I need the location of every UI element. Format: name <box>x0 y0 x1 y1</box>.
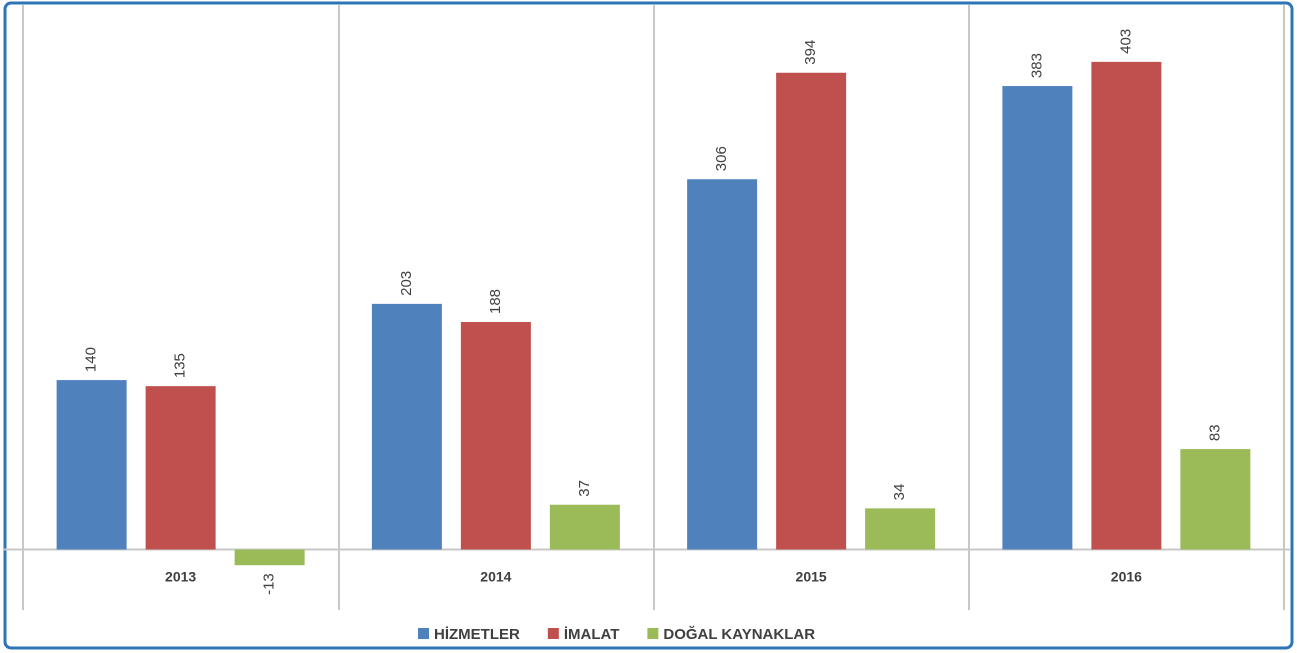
bar <box>145 386 216 550</box>
legend-label: HİZMETLER <box>434 626 520 643</box>
value-label: 383 <box>1028 53 1045 78</box>
bar <box>776 72 847 550</box>
x-tick-label: 2014 <box>480 569 511 585</box>
legend-swatch <box>547 628 559 639</box>
value-label: 83 <box>1206 424 1223 441</box>
value-label: 203 <box>398 271 415 296</box>
legend-swatch <box>647 628 659 639</box>
bar <box>371 303 442 550</box>
bar <box>1091 61 1162 550</box>
legend-label: İMALAT <box>564 626 620 643</box>
value-label: 37 <box>576 480 593 497</box>
legend-swatch <box>418 628 429 639</box>
x-tick-label: 2016 <box>1111 569 1142 585</box>
x-tick-label: 2015 <box>796 569 827 585</box>
value-label: 403 <box>1117 29 1134 54</box>
value-label: 140 <box>83 347 100 372</box>
bar <box>460 322 531 550</box>
bar <box>234 549 305 566</box>
x-tick-label: 2013 <box>165 569 196 585</box>
value-label: 34 <box>891 484 908 501</box>
bar <box>56 380 127 550</box>
bar <box>865 508 936 550</box>
value-label: 135 <box>172 353 189 378</box>
bar <box>687 179 758 550</box>
value-label: 188 <box>487 289 504 314</box>
bar <box>549 504 620 550</box>
legend-label: DOĞAL KAYNAKLAR <box>663 625 815 643</box>
frame <box>3 1 1294 650</box>
value-label: -13 <box>261 573 278 595</box>
separators <box>22 5 1285 610</box>
bar <box>1002 86 1073 550</box>
bar <box>1180 449 1251 550</box>
value-label: 394 <box>802 40 819 65</box>
value-label: 306 <box>713 146 730 171</box>
